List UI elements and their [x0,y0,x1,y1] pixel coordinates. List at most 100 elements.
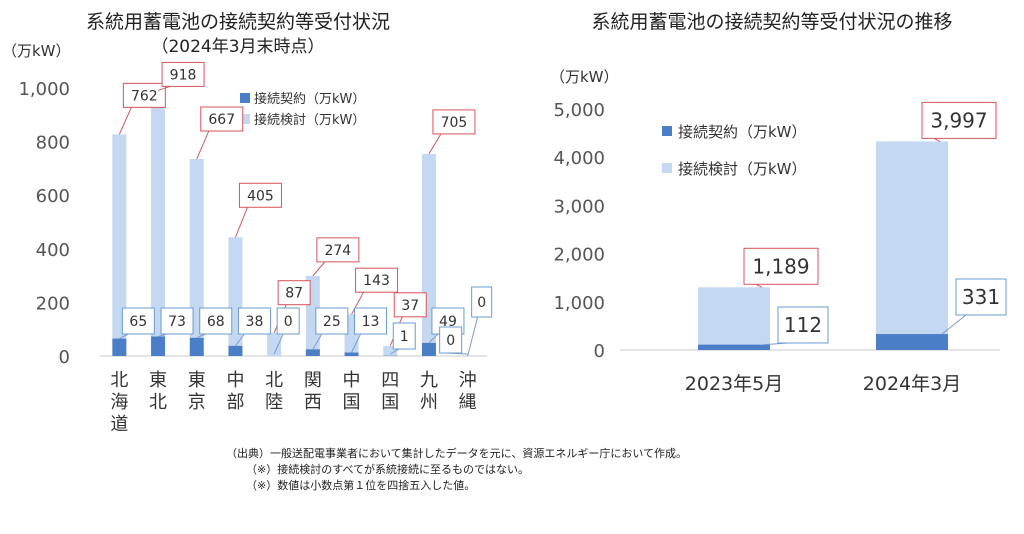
y-tick-label: 2,000 [553,245,605,266]
contract-value-label: 112 [784,313,822,337]
study-value-label: 918 [170,67,197,83]
study-callout-box [432,109,476,135]
contract-callout-box [392,322,416,350]
bar-study [267,332,282,356]
contract-callout-box [955,278,1007,316]
callout-leader [312,261,326,277]
bar-study [383,345,398,356]
study-callout-box [161,61,205,87]
contract-value-label: 68 [207,314,225,330]
y-tick-label: 600 [36,186,70,207]
contract-callout-box [315,307,349,335]
right-chart-unit: （万kW） [550,68,619,86]
y-tick-label: 0 [594,341,605,362]
callout-leader [273,333,284,355]
left-chart-subtitle: （2024年3月末時点） [151,37,324,57]
callout-leader [351,333,361,353]
callout-leader [157,85,171,91]
study-value-label: 87 [285,286,303,302]
category-label: 2024年3月 [863,373,961,395]
callout-leader [312,333,323,350]
contract-value-label: 0 [446,333,455,349]
study-value-label: 762 [131,88,158,104]
study-callout-box [316,237,360,263]
bar-study [876,141,948,335]
y-tick-label: 0 [59,347,70,368]
category-label: 東京 [188,370,206,413]
bar-contract [189,337,204,356]
bar-contract [698,344,770,350]
callout-leader [196,130,210,160]
study-value-label: 0 [477,295,486,311]
study-callout-box [393,292,427,318]
study-value-label: 37 [401,298,419,314]
legend-study-swatch [240,114,250,124]
category-label: 2023年5月 [685,373,783,395]
study-value-label: 3,997 [930,108,987,132]
category-label: 九州 [420,370,438,413]
contract-value-label: 25 [323,314,341,330]
contract-callout-box [276,307,300,335]
note-source: （出典）一般送配電事業者において集計したデータを元に、資源エネルギー庁において作… [226,447,688,460]
y-tick-label: 800 [36,133,70,154]
callout-leader [119,333,129,340]
study-callout-box [471,286,493,318]
bar-contract [421,342,436,356]
callout-leader [467,316,479,357]
contract-callout-box [121,307,155,335]
study-callout-box [921,101,997,139]
callout-leader [118,107,132,135]
left-chart-title: 系統用蓄電池の接続契約等受付状況 [86,11,390,33]
y-tick-label: 200 [36,293,70,314]
category-label: 関西 [304,370,322,413]
bar-study [112,134,127,339]
right-chart-title: 系統用蓄電池の接続契約等受付状況の推移 [591,11,952,33]
study-value-label: 667 [208,112,235,128]
contract-value-label: 1 [400,329,409,345]
bar-study [698,287,770,345]
callout-leader [351,291,364,315]
category-label: 中国 [343,370,361,413]
bar-contract [112,338,127,356]
study-value-label: 405 [247,188,274,204]
study-value-label: 143 [363,273,390,289]
bar-contract [344,352,359,356]
study-callout-box [122,82,166,108]
bar-study [151,90,166,337]
study-value-label: 274 [324,243,351,259]
category-label: 北陸 [265,370,283,413]
legend-study-swatch [662,163,672,173]
study-callout-box [743,247,819,285]
legend-contract-swatch [240,93,250,103]
contract-callout-box [354,307,388,335]
left-chart-unit: （万kW） [2,42,71,60]
study-value-label: 705 [441,115,468,131]
category-label: 中部 [226,370,244,413]
callout-leader [941,314,967,335]
note-disclaimer: （※）接続検討のすべてが系統接続に至るものではない。 [246,463,530,476]
study-callout-box [238,182,282,208]
callout-leader [390,348,400,355]
source-notes: （出典）一般送配電事業者において集計したデータを元に、資源エネルギー庁において作… [226,446,687,494]
contract-value-label: 13 [362,314,380,330]
contract-value-label: 331 [962,285,1000,309]
callout-leader [428,133,442,155]
note-rounding: （※）数値は小数点第１位を四捨五入した値。 [246,479,476,492]
legend-study-label: 接続検討（万kW） [254,112,365,128]
bar-study [189,159,204,338]
contract-value-label: 38 [246,314,264,330]
contract-value-label: 49 [439,314,457,330]
contract-callout-box [237,307,271,335]
left-chart: 系統用蓄電池の接続契約等受付状況 （2024年3月末時点） （万kW） 接続契約… [2,11,493,435]
callout-leader [428,333,439,344]
contract-value-label: 0 [284,314,293,330]
bar-contract [876,334,948,350]
callout-leader [196,333,206,339]
category-label: 東北 [149,370,167,413]
y-tick-label: 4,000 [553,148,605,169]
contract-value-label: 65 [129,314,147,330]
y-tick-label: 5,000 [553,100,605,121]
category-label: 四国 [381,370,399,413]
legend-contract-swatch [662,126,672,136]
y-tick-label: 400 [36,240,70,261]
